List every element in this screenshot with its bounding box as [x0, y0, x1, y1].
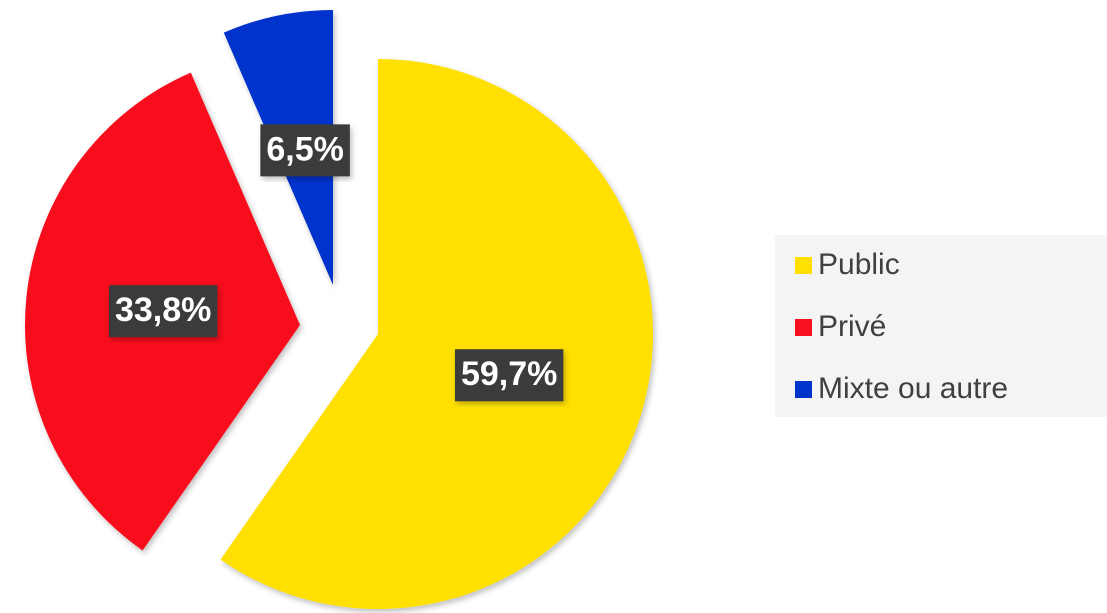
pie-slice: [220, 59, 654, 609]
legend-swatch: [795, 381, 812, 398]
legend-label: Mixte ou autre: [818, 372, 1008, 405]
value-labels: 59,7% 33,8% 6,5%: [108, 124, 564, 402]
value-label-box: [108, 285, 218, 338]
legend-label: Privé: [818, 310, 886, 343]
value-label-box: [454, 349, 564, 402]
legend-swatch: [795, 257, 812, 274]
legend-box: [775, 235, 1107, 417]
value-label: 33,8%: [115, 291, 211, 329]
value-label-box: [260, 124, 350, 177]
legend: Public Privé Mixte ou autre: [795, 248, 1008, 405]
value-label: 59,7%: [461, 355, 557, 393]
legend-label: Public: [818, 248, 900, 281]
value-label: 6,5%: [266, 130, 344, 168]
legend-swatch: [795, 319, 812, 336]
